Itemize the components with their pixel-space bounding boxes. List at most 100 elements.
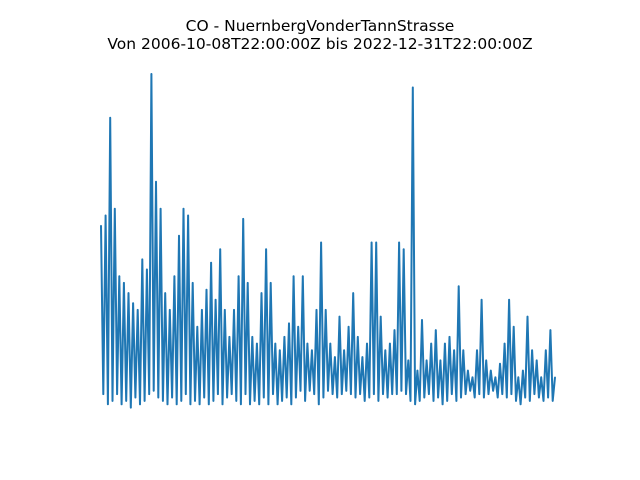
data-point [446, 400, 449, 402]
data-point [418, 400, 421, 402]
data-point [224, 309, 226, 311]
chart-subtitle: Von 2006-10-08T22:00:00Z bis 2022-12-31T… [107, 35, 533, 53]
data-point [214, 298, 217, 301]
data-point [379, 315, 382, 318]
data-point [111, 400, 114, 402]
data-point [212, 400, 215, 402]
data-point [318, 403, 320, 406]
data-point [143, 400, 146, 402]
data-point [494, 376, 497, 379]
data-point [343, 349, 345, 352]
data-point [382, 393, 384, 395]
data-point [407, 359, 410, 362]
data-point [448, 336, 451, 338]
data-point [400, 389, 403, 392]
data-point [178, 234, 180, 237]
data-point [249, 403, 251, 406]
data-point [185, 393, 187, 395]
data-point [522, 369, 524, 372]
data-point [152, 389, 155, 392]
data-point [130, 406, 132, 409]
data-point [467, 369, 469, 372]
data-point [253, 400, 256, 402]
data-point [535, 359, 538, 362]
data-point [102, 393, 105, 395]
data-point [368, 396, 371, 399]
data-point [267, 403, 270, 406]
data-point [352, 292, 355, 294]
data-point [329, 342, 332, 345]
data-point [363, 400, 366, 402]
data-point [272, 393, 274, 395]
data-point [425, 359, 428, 362]
data-point [295, 396, 297, 399]
data-point [492, 389, 494, 392]
data-point [187, 214, 189, 217]
data-point [288, 322, 290, 325]
data-point [290, 403, 293, 406]
data-point [242, 218, 244, 220]
data-point [395, 393, 398, 395]
data-point [473, 396, 476, 399]
data-point [123, 282, 125, 284]
data-point [207, 403, 210, 406]
data-point [386, 396, 389, 399]
data-point [155, 181, 157, 183]
data-point [432, 400, 435, 402]
data-point [506, 396, 508, 399]
data-point [485, 359, 488, 362]
data-point [375, 241, 377, 244]
data-point [538, 396, 540, 399]
data-point [512, 325, 515, 328]
data-point [279, 349, 281, 352]
data-point [340, 393, 343, 395]
data-point [499, 363, 501, 365]
data-point [230, 393, 233, 395]
data-point [299, 389, 302, 392]
data-point [262, 396, 265, 399]
data-point [347, 325, 350, 328]
data-point [258, 403, 261, 406]
data-point [478, 393, 481, 395]
data-point [189, 403, 192, 406]
data-point [357, 336, 359, 338]
data-point [471, 376, 474, 379]
data-point [409, 400, 412, 402]
data-point [370, 241, 373, 244]
data-point [175, 403, 178, 406]
data-point [469, 389, 471, 392]
data-point [315, 309, 318, 311]
data-point [455, 400, 458, 402]
data-point [457, 285, 460, 288]
data-point [146, 268, 148, 271]
data-point [414, 403, 416, 406]
data-point [489, 369, 492, 372]
data-point [430, 342, 432, 345]
data-point [334, 356, 336, 358]
data-point [336, 396, 338, 399]
data-point [157, 396, 160, 399]
data-point [240, 403, 242, 406]
data-point [136, 309, 139, 311]
data-point [444, 342, 446, 345]
data-point [134, 396, 137, 399]
data-point [201, 309, 203, 311]
data-point [196, 325, 199, 328]
data-point [205, 288, 208, 291]
data-point [545, 349, 547, 352]
data-point [313, 393, 316, 395]
data-point [464, 393, 467, 395]
data-point [107, 403, 109, 406]
data-point [301, 275, 304, 278]
data-point [171, 396, 173, 399]
data-point [285, 396, 288, 399]
data-point [398, 241, 400, 244]
data-point [439, 359, 442, 362]
data-point [198, 403, 201, 406]
data-point [508, 298, 510, 301]
data-point [281, 400, 283, 402]
data-point [269, 282, 272, 284]
data-point [127, 292, 130, 294]
